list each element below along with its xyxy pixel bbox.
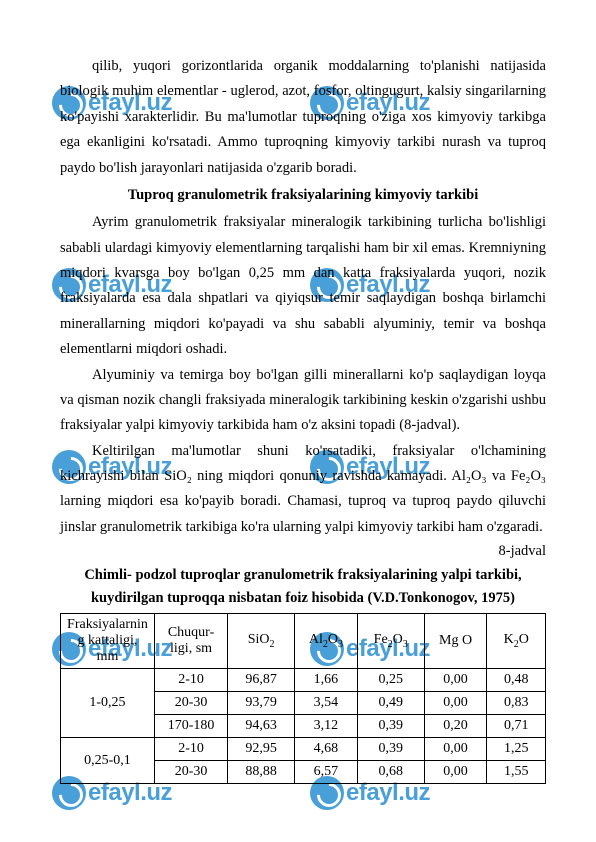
cell-chuq: 20-30 xyxy=(154,761,227,784)
cell-fe2o3: 0,49 xyxy=(357,692,424,715)
cell-k2o: 1,55 xyxy=(487,761,546,784)
cell-sio2: 88,88 xyxy=(228,761,295,784)
col-header-fraksiya: Fraksiyalarning kattaligi,mm xyxy=(61,614,155,669)
table-header-row: Fraksiyalarning kattaligi,mm Chuqur-ligi… xyxy=(61,614,546,669)
table-row: 0,25-0,12-1092,954,680,390,001,25 xyxy=(61,738,546,761)
cell-chuq: 170-180 xyxy=(154,715,227,738)
cell-sio2: 94,63 xyxy=(228,715,295,738)
cell-mgo: 0,20 xyxy=(424,715,487,738)
cell-mgo: 0,00 xyxy=(424,692,487,715)
col-header-mgo: Mg O xyxy=(424,614,487,669)
table-title-line2: kuydirilgan tuproqqa nisbatan foiz hisob… xyxy=(91,590,515,606)
table-title: Chimli- podzol tuproqlar granulometrik f… xyxy=(60,564,546,609)
paragraph-1: qilib, yuqori gorizontlarida organik mod… xyxy=(60,54,546,181)
table-number-label: 8-jadval xyxy=(60,540,546,563)
col-header-sio2: SiO2 xyxy=(228,614,295,669)
cell-k2o: 0,83 xyxy=(487,692,546,715)
cell-k2o: 1,25 xyxy=(487,738,546,761)
cell-sio2: 93,79 xyxy=(228,692,295,715)
cell-mgo: 0,00 xyxy=(424,761,487,784)
cell-fe2o3: 0,68 xyxy=(357,761,424,784)
paragraph-4: Keltirilgan ma'lumotlar shuni ko'rsatadi… xyxy=(60,439,546,541)
cell-sio2: 92,95 xyxy=(228,738,295,761)
cell-mgo: 0,00 xyxy=(424,738,487,761)
cell-al2o3: 4,68 xyxy=(295,738,358,761)
cell-chuq: 2-10 xyxy=(154,669,227,692)
cell-fraksiya: 0,25-0,1 xyxy=(61,738,155,784)
cell-al2o3: 3,54 xyxy=(295,692,358,715)
paragraph-2: Ayrim granulometrik fraksiyalar mineralo… xyxy=(60,210,546,362)
data-table: Fraksiyalarning kattaligi,mm Chuqur-ligi… xyxy=(60,613,546,784)
cell-mgo: 0,00 xyxy=(424,669,487,692)
col-header-k2o: K2O xyxy=(487,614,546,669)
cell-fe2o3: 0,39 xyxy=(357,715,424,738)
cell-chuq: 2-10 xyxy=(154,738,227,761)
cell-al2o3: 3,12 xyxy=(295,715,358,738)
cell-sio2: 96,87 xyxy=(228,669,295,692)
section-heading: Tuproq granulometrik fraksiyalarining ki… xyxy=(60,183,546,208)
cell-k2o: 0,48 xyxy=(487,669,546,692)
paragraph-3: Alyuminiy va temirga boy bo'lgan gilli m… xyxy=(60,363,546,439)
col-header-chuqurligi: Chuqur-ligi, sm xyxy=(154,614,227,669)
col-header-al2o3: Al2O3 xyxy=(295,614,358,669)
cell-k2o: 0,71 xyxy=(487,715,546,738)
cell-chuq: 20-30 xyxy=(154,692,227,715)
cell-al2o3: 1,66 xyxy=(295,669,358,692)
table-row: 1-0,252-1096,871,660,250,000,48 xyxy=(61,669,546,692)
cell-fraksiya: 1-0,25 xyxy=(61,669,155,738)
table-title-line1: Chimli- podzol tuproqlar granulometrik f… xyxy=(84,567,521,583)
col-header-fe2o3: Fe2O3 xyxy=(357,614,424,669)
cell-al2o3: 6,57 xyxy=(295,761,358,784)
cell-fe2o3: 0,39 xyxy=(357,738,424,761)
cell-fe2o3: 0,25 xyxy=(357,669,424,692)
